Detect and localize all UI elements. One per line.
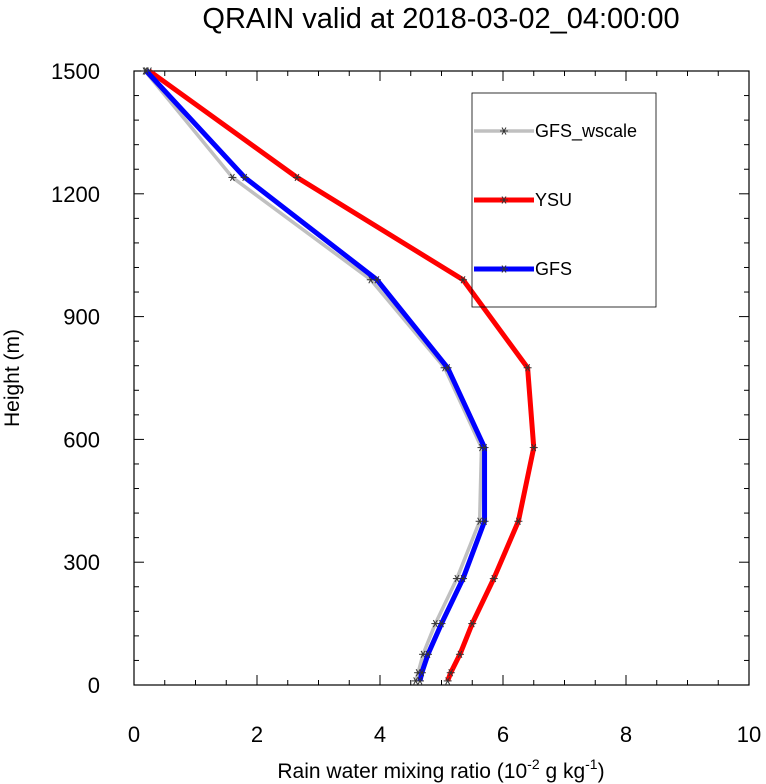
y-tick-label: 1500: [51, 59, 100, 84]
x-tick-labels: 0 2 4 6 8 10: [128, 722, 761, 747]
data-point: [443, 364, 452, 372]
axis-ticks: [133, 70, 750, 686]
data-point: [489, 574, 498, 583]
x-axis-label-units: g kg: [540, 760, 586, 783]
data-point: [446, 668, 455, 677]
data-point: [500, 196, 508, 204]
x-axis-label-exponent-1: -2: [527, 756, 540, 772]
data-point: [240, 173, 249, 182]
y-tick-label: 1200: [51, 182, 100, 207]
y-tick-label: 300: [63, 550, 100, 575]
legend-label: GFS: [535, 259, 572, 279]
data-point: [292, 173, 301, 182]
data-point: [500, 265, 508, 273]
data-point: [500, 127, 508, 135]
data-point: [437, 619, 446, 628]
data-point: [423, 650, 432, 659]
series-line: [144, 69, 488, 682]
series-line: [147, 68, 537, 682]
series-line: [143, 69, 484, 682]
data-point: [459, 574, 468, 583]
y-tick-label: 900: [63, 305, 100, 330]
x-tick-label: 4: [374, 722, 386, 747]
data-point: [415, 677, 424, 685]
legend-item: YSU: [474, 190, 572, 210]
x-axis-label: Rain water mixing ratio (10-2 g kg-1): [277, 756, 604, 783]
data-point: [480, 443, 489, 452]
data-point: [417, 668, 426, 677]
y-axis-label: Height (m): [1, 329, 24, 427]
legend-box: [471, 92, 657, 308]
x-axis-label-exponent-2: -1: [585, 756, 598, 772]
x-tick-label: 0: [128, 722, 140, 747]
series-layer: [141, 67, 538, 685]
chart-title: QRAIN valid at 2018-03-02_04:00:00: [202, 3, 679, 35]
legend: GFS_wscale YSU GFS: [474, 121, 637, 279]
y-tick-label: 600: [63, 427, 100, 452]
data-point: [523, 364, 532, 372]
x-axis-label-close: ): [598, 760, 605, 783]
series-ysu: [145, 67, 538, 685]
legend-label: GFS_wscale: [535, 121, 637, 142]
data-point: [529, 443, 538, 452]
x-tick-label: 8: [620, 722, 632, 747]
data-point: [514, 517, 523, 525]
data-point: [459, 276, 468, 284]
x-tick-label: 6: [497, 722, 509, 747]
data-point: [455, 650, 464, 659]
data-point: [228, 173, 237, 182]
data-point: [480, 517, 489, 525]
legend-item: GFS_wscale: [474, 121, 637, 142]
data-point: [142, 67, 151, 75]
series-gfs-wscale: [141, 67, 486, 685]
y-tick-label: 0: [88, 673, 100, 698]
x-tick-label: 10: [737, 722, 761, 747]
x-tick-label: 2: [251, 722, 263, 747]
legend-label: YSU: [535, 190, 572, 210]
data-point: [372, 276, 381, 284]
data-point: [468, 619, 477, 628]
y-tick-labels: 0 300 600 900 1200 1500: [51, 59, 100, 698]
legend-item: GFS: [474, 259, 572, 279]
series-gfs: [142, 67, 489, 685]
data-point: [443, 677, 452, 685]
plot-frame: [133, 70, 750, 686]
